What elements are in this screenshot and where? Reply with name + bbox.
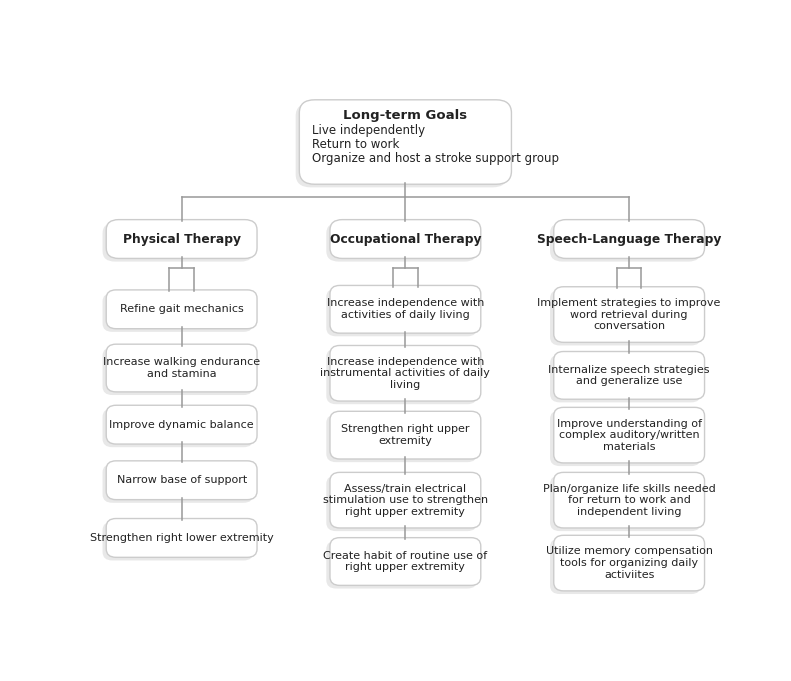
FancyBboxPatch shape (330, 285, 481, 333)
Text: Assess/train electrical
stimulation use to strengthen
right upper extremity: Assess/train electrical stimulation use … (323, 484, 488, 517)
Text: Narrow base of support: Narrow base of support (116, 475, 247, 486)
FancyBboxPatch shape (106, 344, 257, 392)
FancyBboxPatch shape (550, 223, 701, 262)
FancyBboxPatch shape (550, 290, 701, 345)
FancyBboxPatch shape (103, 293, 253, 332)
FancyBboxPatch shape (296, 103, 508, 187)
Text: Improve dynamic balance: Improve dynamic balance (109, 419, 254, 430)
FancyBboxPatch shape (106, 290, 257, 329)
FancyBboxPatch shape (106, 405, 257, 444)
Text: Strengthen right upper
extremity: Strengthen right upper extremity (341, 424, 470, 446)
Text: Utilize memory compensation
tools for organizing daily
activiites: Utilize memory compensation tools for or… (546, 546, 713, 580)
FancyBboxPatch shape (330, 220, 481, 258)
FancyBboxPatch shape (330, 538, 481, 586)
FancyBboxPatch shape (103, 464, 253, 503)
Text: Refine gait mechanics: Refine gait mechanics (119, 304, 244, 315)
FancyBboxPatch shape (327, 475, 477, 531)
FancyBboxPatch shape (330, 411, 481, 459)
Text: Implement strategies to improve
word retrieval during
conversation: Implement strategies to improve word ret… (537, 298, 721, 331)
Text: Increase walking endurance
and stamina: Increase walking endurance and stamina (103, 358, 260, 379)
Text: Physical Therapy: Physical Therapy (123, 232, 240, 246)
FancyBboxPatch shape (106, 220, 257, 258)
Text: Organize and host a stroke support group: Organize and host a stroke support group (312, 152, 559, 165)
FancyBboxPatch shape (330, 345, 481, 401)
Text: Increase independence with
activities of daily living: Increase independence with activities of… (327, 298, 484, 320)
FancyBboxPatch shape (327, 223, 477, 262)
Text: Internalize speech strategies
and generalize use: Internalize speech strategies and genera… (548, 364, 710, 386)
FancyBboxPatch shape (550, 411, 701, 466)
Text: Long-term Goals: Long-term Goals (343, 109, 467, 122)
FancyBboxPatch shape (327, 541, 477, 588)
FancyBboxPatch shape (106, 461, 257, 500)
FancyBboxPatch shape (103, 347, 253, 395)
Text: Create habit of routine use of
right upper extremity: Create habit of routine use of right upp… (324, 551, 487, 572)
Text: Return to work: Return to work (312, 138, 399, 151)
Text: Speech-Language Therapy: Speech-Language Therapy (537, 232, 721, 246)
Text: Live independently: Live independently (312, 125, 426, 138)
FancyBboxPatch shape (554, 287, 705, 343)
FancyBboxPatch shape (103, 409, 253, 447)
FancyBboxPatch shape (327, 289, 477, 336)
FancyBboxPatch shape (550, 475, 701, 531)
Text: Increase independence with
instrumental activities of daily
living: Increase independence with instrumental … (320, 357, 490, 390)
FancyBboxPatch shape (103, 522, 253, 560)
Text: Strengthen right lower extremity: Strengthen right lower extremity (89, 533, 274, 543)
FancyBboxPatch shape (554, 220, 705, 258)
FancyBboxPatch shape (554, 351, 705, 399)
FancyBboxPatch shape (554, 535, 705, 591)
FancyBboxPatch shape (299, 100, 512, 185)
FancyBboxPatch shape (554, 407, 705, 463)
Text: Plan/organize life skills needed
for return to work and
independent living: Plan/organize life skills needed for ret… (543, 484, 716, 517)
Text: Occupational Therapy: Occupational Therapy (330, 232, 481, 246)
FancyBboxPatch shape (550, 355, 701, 402)
FancyBboxPatch shape (327, 415, 477, 462)
FancyBboxPatch shape (330, 473, 481, 528)
FancyBboxPatch shape (327, 349, 477, 405)
FancyBboxPatch shape (554, 473, 705, 528)
FancyBboxPatch shape (106, 518, 257, 557)
FancyBboxPatch shape (103, 223, 253, 262)
FancyBboxPatch shape (550, 539, 701, 594)
Text: Improve understanding of
complex auditory/written
materials: Improve understanding of complex auditor… (557, 419, 702, 452)
